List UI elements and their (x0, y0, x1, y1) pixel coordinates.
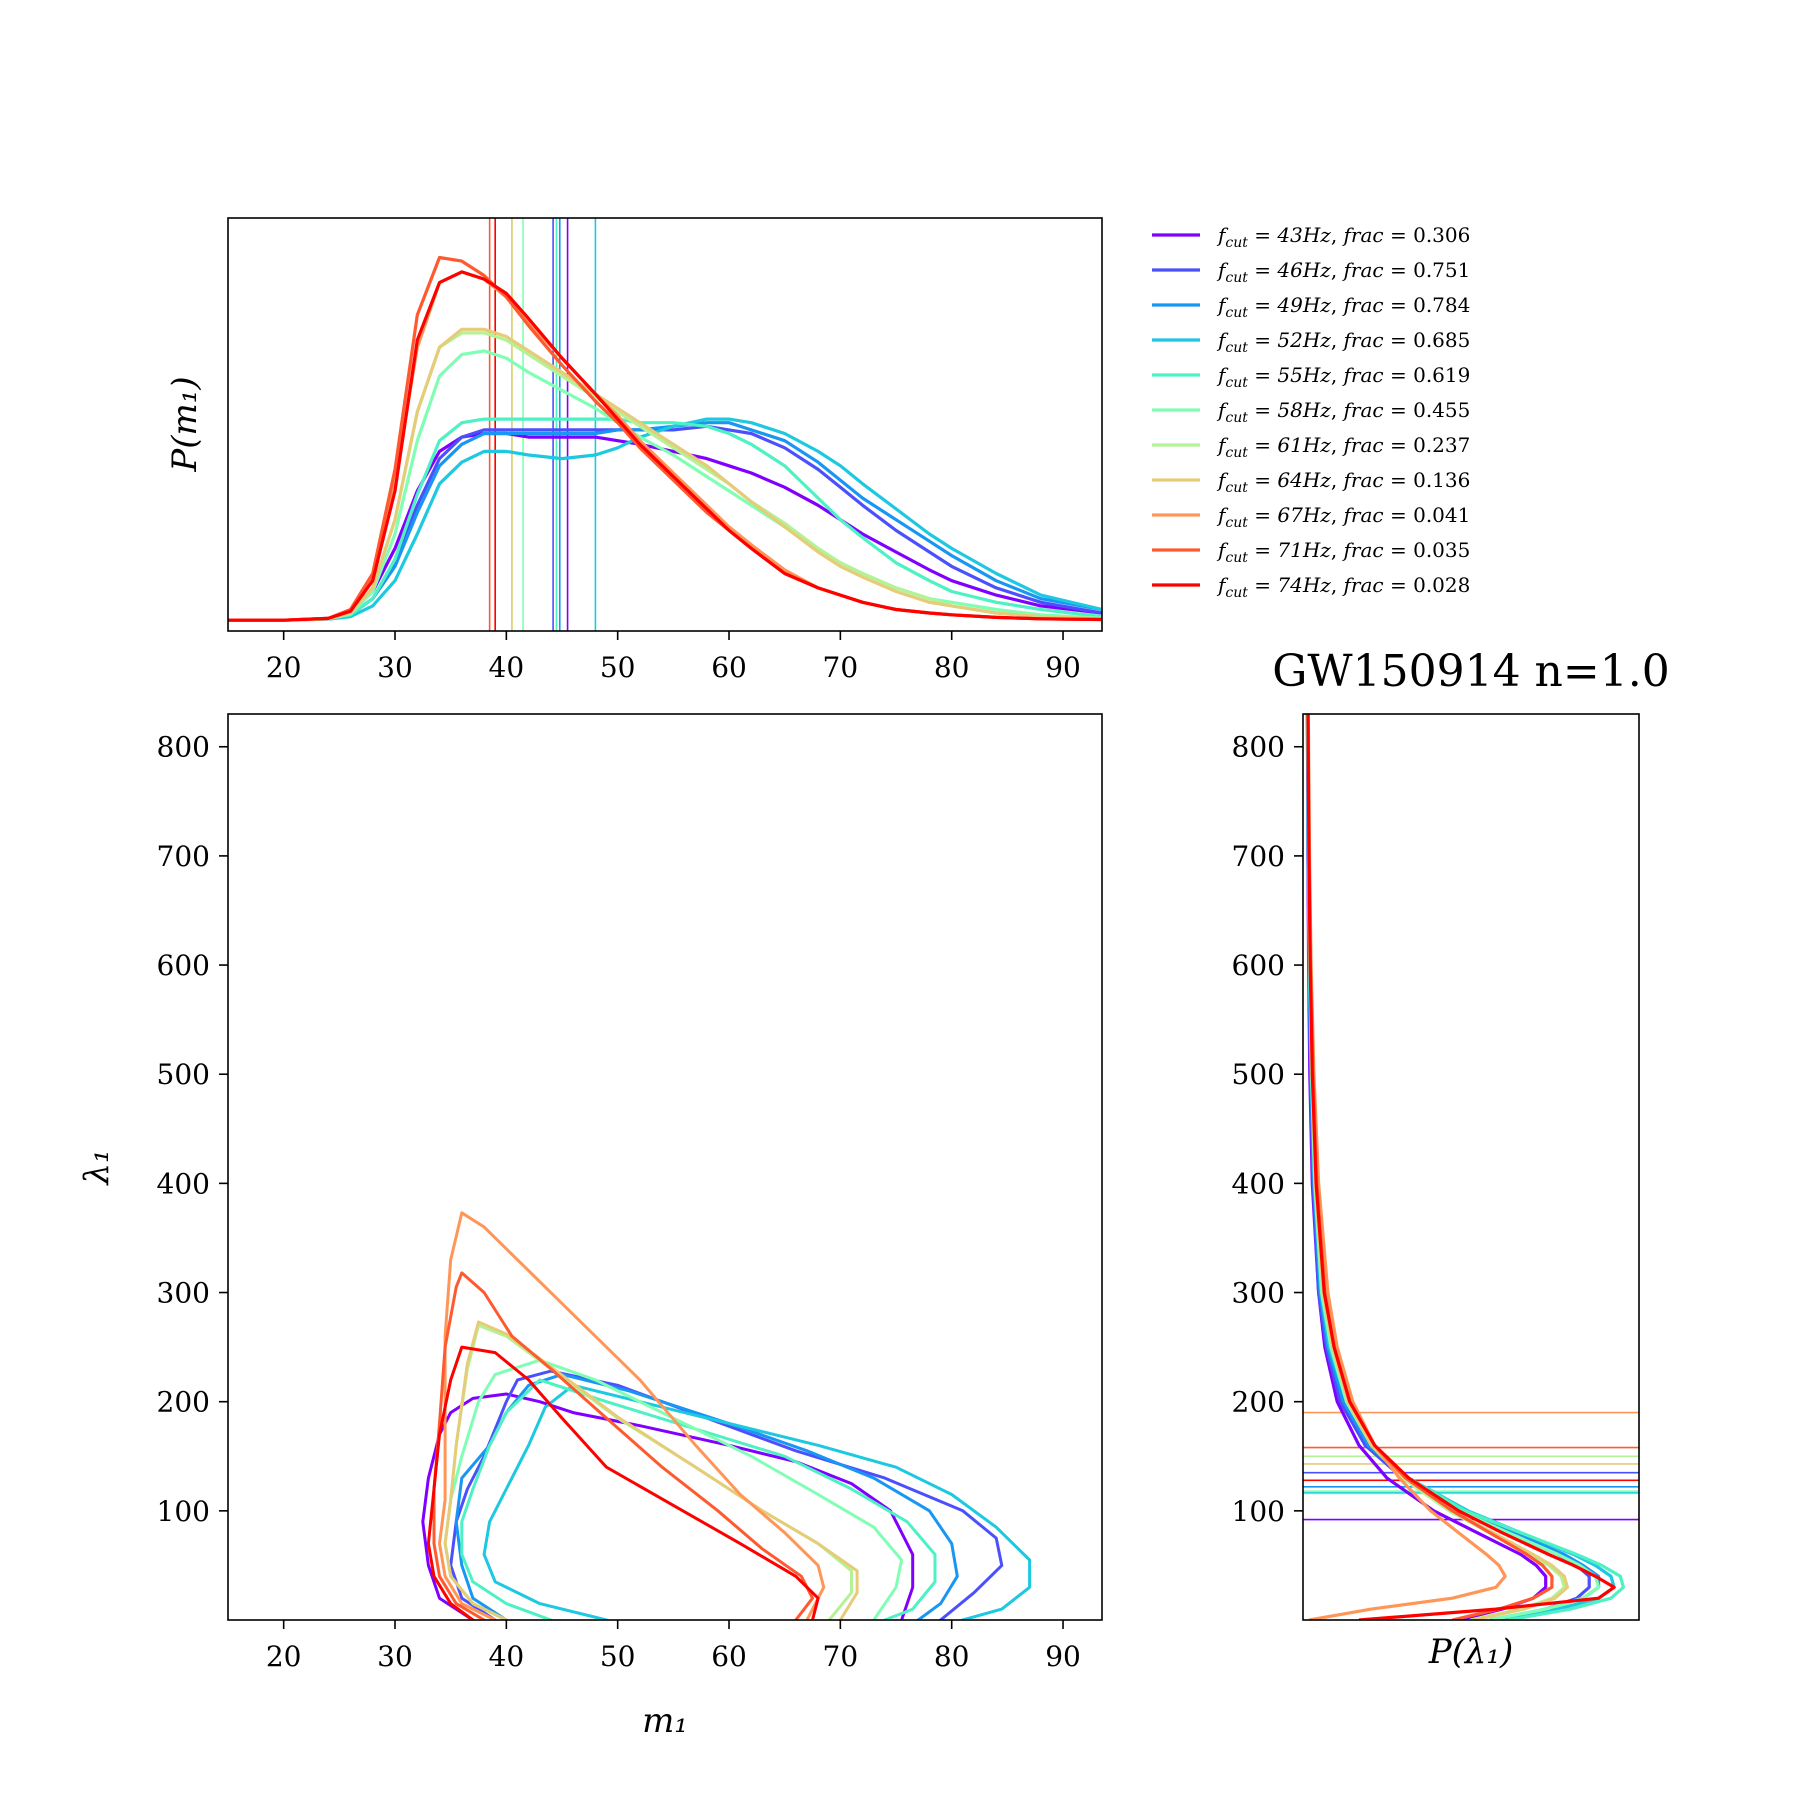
m1-marginal-xtick-label-0: 20 (266, 651, 302, 684)
legend-entry-9: fcut = 71Hz, frac = 0.035 (1152, 538, 1470, 566)
legend-entry-2: fcut = 49Hz, frac = 0.784 (1152, 293, 1470, 321)
legend-entry-0: fcut = 43Hz, frac = 0.306 (1152, 223, 1470, 251)
lambda1-marginal-ytick-label-3: 400 (1232, 1167, 1285, 1200)
legend-entry-5: fcut = 58Hz, frac = 0.455 (1152, 398, 1470, 426)
m1-marginal-frame (227, 217, 1103, 632)
joint-xlabel: m₁ (642, 1701, 688, 1741)
m1-marginal-ylabel: P(m₁) (165, 376, 205, 472)
lambda1-marginal-frame (1302, 713, 1640, 1621)
joint-contour-7 (443, 1320, 859, 1620)
legend-entry-8: fcut = 67Hz, frac = 0.041 (1152, 503, 1470, 531)
joint-ytick-label-6: 700 (157, 840, 210, 873)
joint-ytick-label-4: 500 (157, 1058, 210, 1091)
m1-marginal-xtick-label-6: 80 (934, 651, 970, 684)
m1-marginal-xtick-label-1: 30 (377, 651, 413, 684)
joint-ytick-label-2: 300 (157, 1277, 210, 1310)
joint-ylabel: λ₁ (77, 1149, 117, 1186)
legend-entry-7: fcut = 64Hz, frac = 0.136 (1152, 468, 1470, 496)
joint-contour-9 (432, 1271, 814, 1620)
m1-density-line-3 (228, 417, 1102, 622)
legend-label-2: fcut = 49Hz, frac = 0.784 (1216, 293, 1470, 321)
m1-marginal-xtick-label-2: 40 (489, 651, 525, 684)
m1-density-line-7 (228, 327, 1102, 622)
joint-ytick-label-5: 600 (157, 949, 210, 982)
legend-entry-4: fcut = 55Hz, frac = 0.619 (1152, 363, 1470, 391)
lambda1-marginal-ytick-label-1: 200 (1232, 1386, 1285, 1419)
lambda1-marginal-ytick-label-7: 800 (1232, 731, 1285, 764)
joint-contour-8 (438, 1211, 826, 1620)
joint-xtick-label-6: 80 (934, 1640, 970, 1673)
m1-marginal-panel: 20 30 40 50 60 70 80 90 P(m₁) (165, 217, 1103, 684)
joint-xtick-label-5: 70 (823, 1640, 859, 1673)
joint-contour-4 (460, 1378, 937, 1620)
legend-label-4: fcut = 55Hz, frac = 0.619 (1216, 363, 1470, 391)
lambda1-marginal-xlabel: P(λ₁) (1428, 1632, 1514, 1672)
joint-xtick-label-4: 60 (711, 1640, 747, 1673)
legend-label-5: fcut = 58Hz, frac = 0.455 (1216, 398, 1470, 426)
m1-marginal-xtick-label-5: 70 (823, 651, 859, 684)
lambda1-marginal-ytick-label-2: 300 (1232, 1277, 1285, 1310)
lambda1-marginal-ytick-label-0: 100 (1232, 1495, 1285, 1528)
legend-entry-6: fcut = 61Hz, frac = 0.237 (1152, 433, 1470, 461)
legend-entry-10: fcut = 74Hz, frac = 0.028 (1152, 573, 1470, 601)
joint-ytick-label-0: 100 (157, 1495, 210, 1528)
legend-label-6: fcut = 61Hz, frac = 0.237 (1216, 433, 1470, 461)
joint-ytick-label-1: 200 (157, 1386, 210, 1419)
joint-contour-panel: 20 30 40 50 60 70 80 90 100 200 300 400 500 600 700 800… (77, 713, 1103, 1741)
joint-ytick-label-7: 800 (157, 731, 210, 764)
joint-contour-10 (426, 1345, 820, 1620)
legend-label-8: fcut = 67Hz, frac = 0.041 (1216, 503, 1470, 531)
joint-xtick-label-3: 50 (600, 1640, 636, 1673)
joint-xtick-label-2: 40 (489, 1640, 525, 1673)
m1-density-line-10 (228, 270, 1102, 622)
legend-entry-3: fcut = 52Hz, frac = 0.685 (1152, 328, 1470, 356)
m1-marginal-xtick-label-3: 50 (600, 651, 636, 684)
joint-xtick-label-7: 90 (1045, 1640, 1081, 1673)
legend-label-10: fcut = 74Hz, frac = 0.028 (1216, 573, 1470, 601)
legend: fcut = 43Hz, frac = 0.306 fcut = 46Hz, fr… (1152, 223, 1470, 601)
legend-label-3: fcut = 52Hz, frac = 0.685 (1216, 328, 1470, 356)
legend-label-7: fcut = 64Hz, frac = 0.136 (1216, 468, 1470, 496)
lambda1-density-line-10 (1306, 714, 1616, 1620)
joint-contour-2 (454, 1372, 959, 1620)
legend-entry-1: fcut = 46Hz, frac = 0.751 (1152, 258, 1470, 286)
legend-label-9: fcut = 71Hz, frac = 0.035 (1216, 538, 1470, 566)
legend-label-1: fcut = 46Hz, frac = 0.751 (1216, 258, 1470, 286)
m1-marginal-xtick-label-4: 60 (711, 651, 747, 684)
lambda1-marginal-panel: 100 200 300 400 500 600 700 800 P(λ₁) (1232, 713, 1640, 1672)
lambda1-marginal-ytick-label-6: 700 (1232, 840, 1285, 873)
lambda1-marginal-ytick-label-4: 500 (1232, 1058, 1285, 1091)
chart-title: GW150914 n=1.0 (1272, 646, 1670, 697)
m1-marginal-xtick-label-7: 90 (1045, 651, 1081, 684)
joint-ytick-label-3: 400 (157, 1167, 210, 1200)
joint-xtick-label-0: 20 (266, 1640, 302, 1673)
joint-xtick-label-1: 30 (377, 1640, 413, 1673)
joint-contour-1 (449, 1369, 1004, 1620)
joint-contour-frame (227, 713, 1103, 1621)
lambda1-marginal-ytick-label-5: 600 (1232, 949, 1285, 982)
legend-label-0: fcut = 43Hz, frac = 0.306 (1216, 223, 1470, 251)
